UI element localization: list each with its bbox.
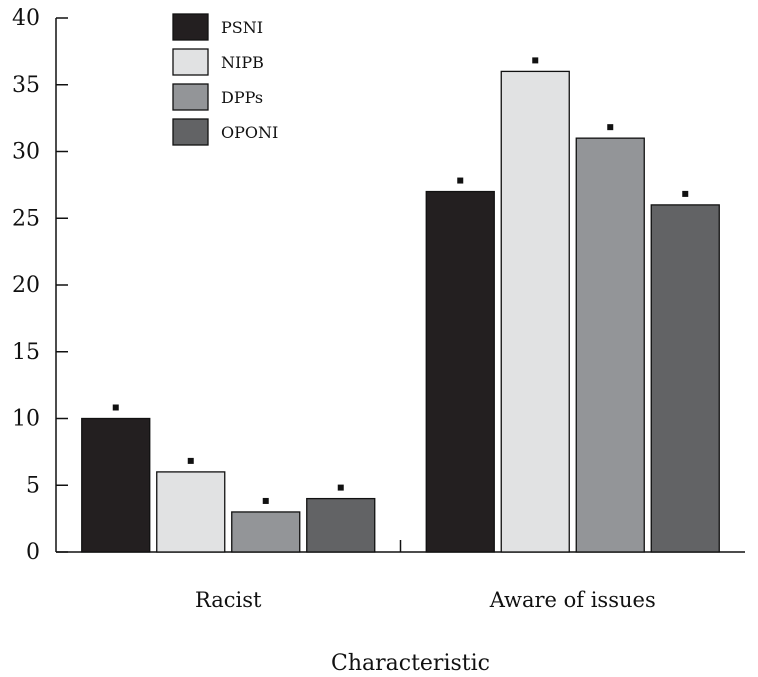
bar-psni-aware-of-issues bbox=[425, 190, 495, 553]
bar-marker bbox=[532, 57, 539, 64]
bar-marker bbox=[112, 404, 119, 411]
bar-marker bbox=[607, 124, 614, 131]
x-category-label: Racist bbox=[195, 588, 262, 612]
x-category-label: Aware of issues bbox=[489, 588, 656, 612]
y-tick-label: 15 bbox=[12, 340, 40, 365]
legend-label: DPPs bbox=[221, 88, 263, 107]
bar-oponi-racist bbox=[306, 497, 376, 553]
bar-markers bbox=[112, 57, 689, 504]
bars bbox=[81, 70, 720, 553]
y-tick-label: 20 bbox=[12, 273, 40, 298]
bar-marker bbox=[187, 457, 194, 464]
y-tick-label: 35 bbox=[12, 73, 40, 98]
legend-swatch bbox=[172, 83, 209, 111]
bar-dpps-racist bbox=[231, 511, 301, 553]
legend: PSNI NIPB DPPs OPONI bbox=[172, 13, 278, 146]
y-tick-label: 10 bbox=[12, 407, 40, 432]
bar-dpps-aware-of-issues bbox=[575, 137, 645, 553]
bar-nipb-aware-of-issues bbox=[500, 70, 570, 553]
y-tick-label: 5 bbox=[26, 473, 40, 498]
y-tick-label: 25 bbox=[12, 206, 40, 231]
x-axis-title: Characteristic bbox=[331, 651, 490, 676]
y-tick-label: 0 bbox=[26, 540, 40, 565]
y-tick-label: 30 bbox=[12, 140, 40, 165]
bar-psni-racist bbox=[81, 417, 151, 553]
bar-marker bbox=[262, 497, 269, 504]
legend-swatch bbox=[172, 118, 209, 146]
y-tick-label: 40 bbox=[12, 6, 40, 31]
bar-nipb-racist bbox=[156, 471, 226, 553]
legend-label: NIPB bbox=[221, 53, 264, 72]
legend-label: PSNI bbox=[221, 18, 263, 37]
legend-swatch bbox=[172, 13, 209, 41]
bar-marker bbox=[337, 484, 344, 491]
legend-swatch bbox=[172, 48, 209, 76]
bar-marker bbox=[457, 177, 464, 184]
bar-oponi-aware-of-issues bbox=[650, 204, 720, 553]
bar-marker bbox=[682, 190, 689, 197]
y-axis: 0 5 10 15 20 25 30 35 40 bbox=[12, 6, 68, 565]
legend-label: OPONI bbox=[221, 123, 278, 142]
